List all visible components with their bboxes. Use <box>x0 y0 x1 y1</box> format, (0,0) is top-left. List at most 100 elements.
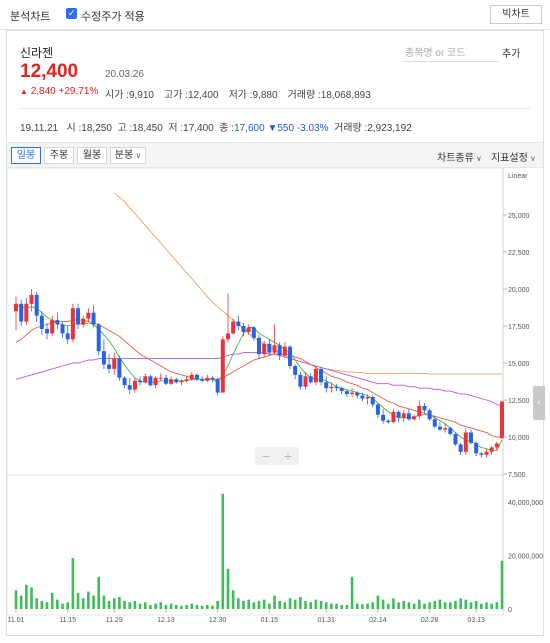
hover-open: 18,250 <box>81 123 112 134</box>
volume-bar <box>200 605 204 609</box>
stock-name: 신라젠 <box>20 46 54 60</box>
volume-bar <box>355 603 359 609</box>
volume-bar <box>448 602 452 609</box>
candle-body <box>463 432 468 452</box>
candle-body <box>91 312 96 325</box>
candle-body <box>86 312 91 319</box>
candle-body <box>158 377 163 379</box>
volume-bar <box>361 604 364 609</box>
volume-bar <box>112 598 116 609</box>
hover-ohlc-line: 19.11.21 시 :18,250 고 :18,450 저 :17,400 종… <box>20 119 412 134</box>
volume-bar <box>268 603 271 609</box>
chevron-down-icon: ∨ <box>527 154 536 163</box>
hover-low-label: 저 : <box>168 123 184 134</box>
date-tick-label: 01.31 <box>317 617 335 624</box>
candle-body <box>34 294 39 316</box>
date-tick-label: 12.13 <box>157 617 175 624</box>
candle-body <box>313 368 318 383</box>
volume-bar <box>231 590 235 609</box>
adjusted-price-label[interactable]: 수정주가 적용 <box>81 11 145 23</box>
volume-bar <box>407 602 411 609</box>
volume-bar <box>237 598 240 609</box>
volume-bar <box>25 584 28 609</box>
open-label: 시가 : <box>105 90 129 101</box>
candle-body <box>29 294 34 304</box>
volume-bar <box>319 600 323 609</box>
candle-body <box>370 397 375 405</box>
tab-minute[interactable]: 분봉 ∨ <box>110 147 146 164</box>
volume-bar <box>123 600 126 609</box>
tab-daily[interactable]: 일봉 <box>11 147 41 164</box>
candle-body <box>272 345 277 353</box>
hover-change: ▼550 <box>267 123 295 134</box>
candle-body <box>474 442 479 454</box>
volume-bar <box>81 598 85 609</box>
candle-body <box>138 380 143 383</box>
volume-bar <box>102 595 106 609</box>
volume-bar <box>485 602 488 609</box>
candle-body <box>277 345 282 356</box>
volume-bar <box>314 599 318 609</box>
volume-bar <box>309 602 313 609</box>
stock-search-input[interactable] <box>403 45 499 62</box>
candle-body <box>468 432 473 443</box>
tab-weekly[interactable]: 주봉 <box>44 147 74 164</box>
date-tick-label: 02.14 <box>369 617 387 624</box>
volume-bar <box>180 605 183 609</box>
volume-bar <box>247 599 250 609</box>
indicator-settings-dropdown[interactable]: 지표설정 ∨ <box>491 149 536 164</box>
price-change: ▲ 2,840 +29.71% <box>20 86 98 97</box>
price-tick-label: 12,500 <box>508 398 530 405</box>
candle-body <box>334 386 339 389</box>
volume-bar <box>174 604 178 609</box>
hover-open-label: 시 : <box>66 123 82 134</box>
volume-bar <box>195 604 199 609</box>
tab-monthly[interactable]: 월봉 <box>77 147 107 164</box>
candle-body <box>458 444 463 452</box>
price-tick-label: 7,500 <box>508 472 526 479</box>
volume-bar <box>154 603 157 609</box>
candle-body <box>494 443 499 448</box>
volume-bar <box>87 591 90 609</box>
candle-body <box>215 379 220 393</box>
volume-bar <box>340 604 344 609</box>
candle-body <box>365 397 370 399</box>
candle-body <box>39 315 44 329</box>
date-tick-label: 11.29 <box>106 617 123 624</box>
adjusted-price-checkbox[interactable]: ✓ <box>66 8 77 19</box>
indicator-settings-label: 지표설정 <box>491 153 528 164</box>
volume-bar <box>464 599 468 609</box>
hover-low: 17,400 <box>183 123 214 134</box>
volume-bar <box>164 604 168 609</box>
candle-body <box>200 379 205 381</box>
zoom-out-button[interactable]: − <box>261 448 271 464</box>
price-axis: Linear 7,500 10,000 12,500 15,000 17,500 20,00… <box>503 173 543 614</box>
zoom-in-button[interactable]: + <box>283 448 293 464</box>
candle-body <box>246 327 251 332</box>
volume-bar <box>35 598 38 609</box>
candle-body <box>65 333 70 340</box>
chart-type-dropdown[interactable]: 차트종류 ∨ <box>437 149 482 164</box>
candle-body <box>298 374 303 387</box>
volume-bar <box>190 603 194 609</box>
volume-bar <box>205 604 209 609</box>
candle-body <box>360 395 365 399</box>
big-chart-button[interactable]: 빅차트 <box>490 5 542 24</box>
scale-label: Linear <box>508 173 528 180</box>
volume-bar <box>118 596 121 609</box>
add-button[interactable]: 추가 <box>502 49 521 60</box>
side-panel-toggle[interactable]: ‹ <box>533 386 545 420</box>
hover-high-label: 고 : <box>117 123 133 134</box>
date-axis: 11.01 11.15 11.29 12.13 12.30 01.15 01.31 02.14… <box>8 609 485 624</box>
candle-body <box>375 404 380 415</box>
candle-body <box>293 365 298 375</box>
volume-bar <box>169 603 173 609</box>
candle-body <box>96 324 101 352</box>
volume-bar <box>345 604 349 609</box>
candle-body <box>236 321 241 326</box>
volume-bar <box>242 600 245 609</box>
hover-close: 17,600 <box>234 123 265 134</box>
candle-body <box>117 358 122 378</box>
volume-bar <box>402 600 406 609</box>
